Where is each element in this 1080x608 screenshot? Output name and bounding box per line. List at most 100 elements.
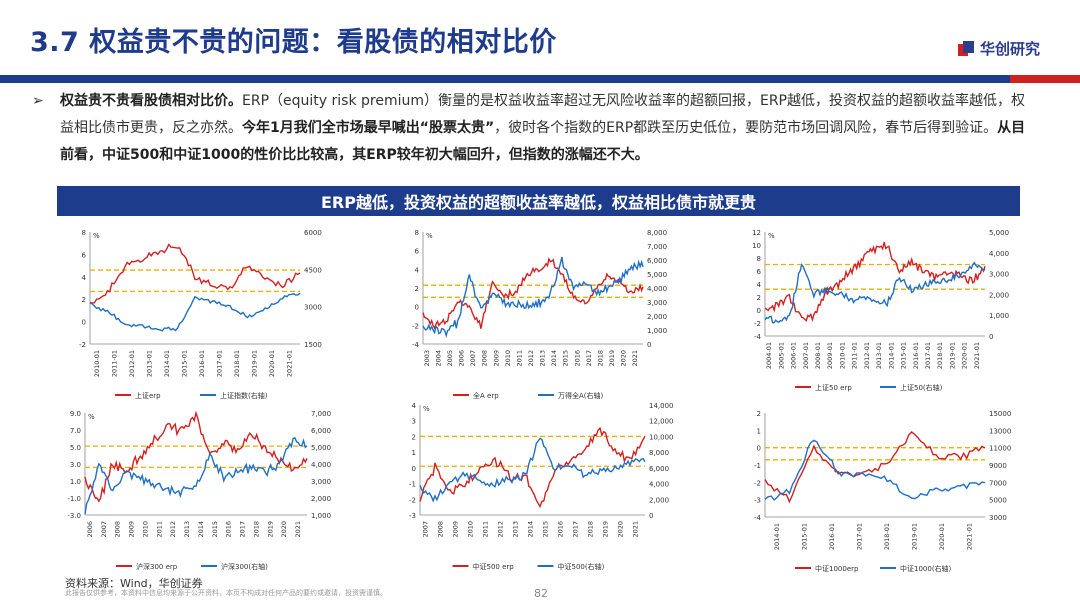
chart-5-xtick: 2019: [602, 521, 610, 538]
chart-5-ytick: -3: [409, 512, 416, 520]
chart-4-ytick: 3.0: [70, 461, 81, 469]
chart-4-xtick: 2007: [100, 521, 108, 538]
chart-4-xtick: 2021: [294, 521, 302, 538]
chart-1-y2tick: 4500: [304, 266, 322, 274]
header-bar: [0, 75, 1080, 83]
chart-2-ytick: 2: [415, 285, 419, 293]
chart-5-ytick: 4: [412, 402, 417, 410]
chart-1-ytick: 6: [82, 251, 87, 259]
chart-1-ytick: 8: [82, 229, 86, 237]
chart-banner: ERP越低，投资权益的超额收益率越低，权益相比债市就更贵: [57, 186, 1020, 216]
chart-3-ytick: 0: [757, 307, 761, 315]
chart-2-xtick: 2015: [562, 350, 570, 367]
chart-6-series-index: [764, 439, 986, 501]
chart-3-legend-label: 上证50 erp: [815, 383, 852, 392]
source-note: 资料来源：Wind，华创证券: [65, 577, 203, 590]
chart-3-ytick: -2: [754, 320, 761, 328]
chart-5-xtick: 2011: [482, 521, 490, 538]
chart-5-ytick: 1: [412, 449, 416, 457]
chart-2-y2tick: 8,000: [647, 229, 667, 237]
chart-4-xtick: 2011: [155, 521, 163, 538]
chart-5-svg: -3 -2 -1 0 1 2 3 4 0 2,000 4,000 6,000 8,000 10,000 12…: [409, 402, 674, 571]
disclaimer: 此报告仅供参考，本资料中信息均来源于公开资料，本页不构成对任何产品的要约或邀请，…: [65, 589, 387, 597]
chart-3-y2tick: 2,000: [989, 291, 1009, 299]
chart-3-series-index: [764, 261, 986, 324]
chart-2-y2tick: 0: [647, 341, 651, 349]
chart-4-xtick: 2016: [225, 521, 233, 538]
chart-5-xtick: 2013: [512, 521, 520, 538]
chart-3-xtick: 2006-01: [790, 342, 798, 369]
chart-1-xtick: 2013-01: [145, 350, 153, 377]
chart-3-ytick: 2: [757, 294, 761, 302]
chart-5-xtick: 2008: [437, 521, 445, 538]
chart-2: -4 -2 0 2 4 6 8 0 1,000 2,000 3,000 4,000 5,000 6,000…: [393, 224, 683, 404]
chart-1-y2tick: 6000: [304, 229, 322, 237]
chart-3-xtick: 2010-01: [838, 342, 846, 369]
chart-1-xtick: 2019-01: [250, 350, 258, 377]
chart-1-xtick: 2014-01: [163, 350, 171, 377]
chart-1-xtick: 2016-01: [198, 350, 206, 377]
chart-4-xtick: 2012: [169, 521, 177, 538]
chart-2-xtick: 2003: [423, 350, 431, 367]
chart-3-ytick: -4: [754, 333, 762, 341]
chart-1-unit: %: [93, 232, 100, 240]
chart-5-ytick: -1: [409, 481, 416, 489]
chart-5-ytick: 3: [412, 418, 416, 426]
chart-1-ytick: 0: [82, 319, 86, 327]
chart-3-xtick: 2011-01: [851, 342, 859, 369]
chart-3-xtick: 2005-01: [777, 342, 785, 369]
chart-2-y2tick: 5,000: [647, 271, 667, 279]
chart-6-ytick: 2: [757, 410, 761, 418]
chart-4-y2tick: 7,000: [311, 410, 331, 418]
chart-1-xtick: 2020-01: [268, 350, 276, 377]
page-title: 3.7 权益贵不贵的问题：看股债的相对比价: [30, 27, 557, 58]
body-bold-1: 权益贵不贵看股债相对比价。: [60, 93, 242, 109]
chart-2-xtick: 2020: [620, 350, 628, 367]
chart-2-y2tick: 1,000: [647, 327, 667, 335]
chart-4-series-index: [84, 437, 308, 515]
chart-3-y2tick: 1,000: [989, 312, 1009, 320]
chart-1-xtick: 2011-01: [110, 350, 118, 377]
chart-4-ytick: 5.0: [70, 444, 81, 452]
chart-3-xtick: 2007-01: [802, 342, 810, 369]
chart-4-y2tick: 2,000: [311, 495, 331, 503]
chart-4-xtick: 2017: [239, 521, 247, 538]
chart-5-series-erp: [419, 426, 646, 509]
chart-5-xtick: 2018: [587, 521, 595, 538]
chart-5-y2tick: 12,000: [649, 418, 674, 426]
chart-1-xtick: 2015-01: [180, 350, 188, 377]
chart-2-legend-label: 全A erp: [473, 391, 499, 400]
chart-3-xtick: 2015-01: [900, 342, 908, 369]
chart-5-xtick: 2012: [497, 521, 505, 538]
chart-1-y2tick: 1500: [304, 341, 322, 349]
body-paragraph: ➢ 权益贵不贵看股债相对比价。ERP（equity risk premium）衡量…: [32, 88, 1035, 169]
chart-3-xtick: 2009-01: [826, 342, 834, 369]
chart-2-ytick: 0: [415, 304, 419, 312]
chart-4-xtick: 2019: [266, 521, 274, 538]
chart-1-ytick: 2: [82, 296, 86, 304]
body-text-1: ERP（equity risk premium）衡量的是权益收益率超过无风险收益…: [60, 93, 1025, 136]
chart-6-xtick: 2014-01: [773, 523, 781, 550]
chart-6: -4 -3 -2 -1 0 1 2 3000 5000 7000 9000 11000 13000 150…: [735, 405, 1025, 577]
chart-1-series-erp: [89, 243, 301, 304]
chart-5-xtick: 2020: [617, 521, 625, 538]
chart-4-y2tick: 3,000: [311, 478, 331, 486]
chart-5-y2tick: 10,000: [649, 433, 674, 441]
chart-1-xtick: 2017-01: [215, 350, 223, 377]
chart-3-xtick: 2013-01: [875, 342, 883, 369]
chart-5-xtick: 2021: [632, 521, 640, 538]
chart-3-y2tick: 5,000: [989, 229, 1009, 237]
chart-4-ytick: 9.0: [70, 410, 81, 418]
chart-3-xtick: 2008-01: [814, 342, 822, 369]
chart-4-y2tick: 1,000: [311, 512, 331, 520]
body-bold-2: 今年1月我们全市场最早喊出“股票太贵”: [242, 120, 495, 136]
chart-2-y2tick: 4,000: [647, 285, 667, 293]
chart-2-series-index: [422, 256, 644, 339]
chart-6-svg: -4 -3 -2 -1 0 1 2 3000 5000 7000 9000 11000 13000 150…: [754, 410, 1011, 573]
chart-4-ytick: -3.0: [67, 512, 81, 520]
chart-4-legend-label: 沪深300(右轴): [221, 562, 268, 571]
chart-4: -3.0 -1.0 1.0 3.0 5.0 7.0 9.0 1,000 2,000 3,000 4,…: [55, 405, 347, 575]
chart-3: -4 -2 0 2 4 6 8 10 12 0 1,000 2,000 3,000 4,000 5,000%…: [735, 224, 1025, 396]
chart-2-xtick: 2017: [585, 350, 593, 367]
chart-2-xtick: 2006: [458, 350, 466, 367]
